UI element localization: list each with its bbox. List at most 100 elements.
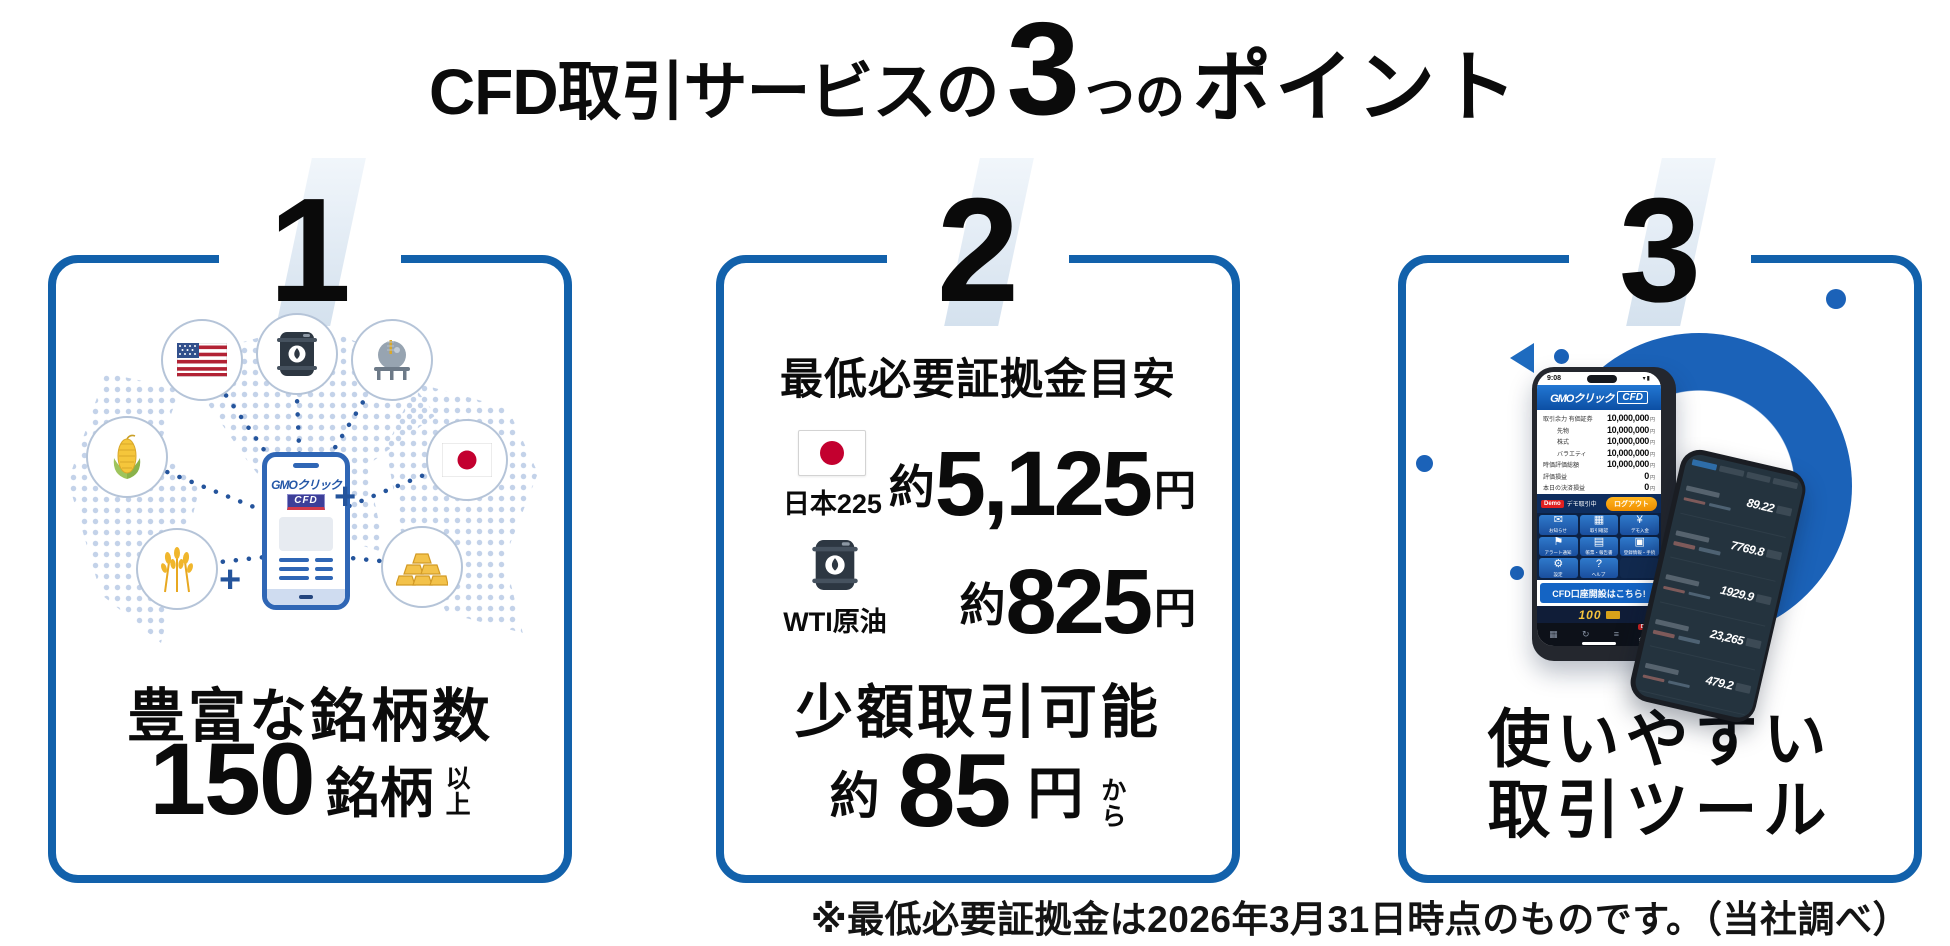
approx-prefix: 約 [959,579,1006,631]
gold-bars-icon [381,526,463,608]
japan-flag-icon [426,419,508,501]
home-icon: ▦ [1549,629,1558,639]
demo-text: デモ取引中 [1566,502,1597,508]
status-icons: ▾▮ [1642,376,1651,382]
app-phone-illustration: GMOクリック CFD [262,452,350,610]
menu-tile: ¥ デモ入金 [1620,515,1659,535]
phone-speaker [293,463,319,468]
dot-decoration [1554,349,1569,364]
point-number-3: 3 [1618,168,1702,333]
balance-row: 取引余力 有価証券 10,000,000 円 [1543,413,1655,423]
menu-tile: ? ヘルプ [1579,557,1619,578]
report-icon: ▤ [1593,535,1605,548]
deposit-icon: ¥ [1636,514,1643,527]
yen-unit: 円 [1027,762,1084,825]
plus-decoration: + [334,476,357,518]
point-card-2: 2 最低必要証拠金目安 日本225 約 5,125 円 [716,158,1240,883]
balance-row: 評価損益 0 円 [1543,470,1655,481]
card1-stat: 150 銘柄 以 上 [56,722,564,836]
title-suffix: ポイント [1192,43,1521,131]
balance-row: 株式 10,000,000 円 [1557,436,1655,446]
oil-barrel-icon [812,540,858,590]
menu-tile-empty [1620,558,1659,578]
yen-unit: 円 [1153,585,1196,632]
logout-button[interactable]: ログアウト [1606,496,1657,511]
footnote: ※最低必要証拠金は2026年3月31日時点のものです。（当社調べ） [810,899,1910,940]
list-icon: ≡ [1613,629,1620,639]
home-indicator [1582,642,1616,645]
instrument-label: 日本225 [782,489,882,519]
margin-amount: 825 [1005,551,1152,654]
menu-tile: ▤ 帳票・報告書 [1579,535,1619,557]
margin-value: 約 825 円 [959,551,1196,654]
card3-headline-line1: 使いやすい [1487,705,1833,775]
card2-from-stat: 約 85 円 か ら [724,732,1232,849]
menu-tile: ✉ お知らせ [1539,515,1578,535]
banner-coin [1605,610,1620,619]
from-suffix: か ら [1101,776,1127,831]
instrument-label: WTI原油 [783,607,887,637]
plus-decoration: + [219,559,242,601]
page-title: CFD取引サービスの 3 つの ポイント [0,0,1950,142]
gmo-click-logo: GMOクリック [271,478,342,492]
triangle-decoration [1510,343,1534,373]
stat-value: 150 [149,722,315,836]
japan-flag-icon [798,430,867,476]
margin-row-wti: WTI原油 約 825 円 [776,535,1196,654]
menu-tile: ▦ 取引確認 [1579,514,1619,535]
notch [1586,374,1617,383]
dot-decoration [1826,289,1846,309]
menu-tile: ▣ 登録情報・手続 [1620,535,1659,557]
approx-prefix: 約 [888,461,935,513]
title-prefix: CFD取引サービスの [429,56,1000,128]
point-number-1: 1 [268,168,352,333]
dot-decoration [1510,566,1524,580]
margin-row-nikkei: 日本225 約 5,125 円 [776,421,1196,536]
wheat-icon [136,528,218,610]
title-big-number: 3 [1006,0,1080,142]
margin-value: 約 5,125 円 [888,433,1196,536]
banner-100: 100 [1578,607,1602,622]
symbols-illustration: GMOクリック CFD + + [56,263,548,663]
margin-amount: 5,125 [934,433,1153,536]
balance-row: 先物 10,000,000 円 [1557,424,1655,435]
menu-tile: ⚑ アラート通知 [1539,535,1578,557]
approx-prefix: 約 [829,768,880,824]
app-menu-grid: ✉ お知らせ ▦ 取引確認 ¥ デモ入金 ⚑ アラート通知 ▤ 帳票・報告書 ▣ 登録情報・… [1537,513,1661,580]
app-header: GMOクリック CFD [1537,385,1661,410]
phone-home-area [267,589,345,605]
screen-placeholder [279,517,333,551]
demo-badge: Demo [1541,499,1564,508]
refresh-icon: ↻ [1581,629,1590,639]
gmo-click-logo: GMOクリック [1550,392,1614,405]
oil-barrel-icon [256,313,338,395]
open-account-button[interactable]: CFD口座開設はこちら! [1540,583,1658,603]
screen-text-lines [279,558,333,580]
help-icon: ? [1595,557,1603,570]
card1-headline: 豊富な銘柄数 [126,684,493,749]
balance-panel: 取引余力 有価証券 10,000,000 円 先物 10,000,000 円 株式 10,… [1537,410,1661,494]
card3-headline-line2: 取引ツール [1487,776,1833,846]
balance-row: 時価評価総額 10,000,000 円 [1543,459,1655,469]
stat-suffix: 以 上 [445,765,471,820]
status-bar: 9:08 ▾▮ [1537,372,1661,385]
title-middle: つの [1084,69,1185,125]
menu-tile: ⚙ 設定 [1539,558,1578,578]
demo-status-bar: Demo デモ取引中 ログアウト [1537,494,1661,513]
corn-icon [86,416,168,498]
point-number-2: 2 [936,168,1020,333]
alert-icon: ⚑ [1553,535,1564,548]
gas-tank-icon [351,319,433,401]
from-amount: 85 [897,732,1012,849]
dot-decoration [1416,455,1433,472]
wti-icon-column: WTI原油 [776,536,894,639]
account-icon: ▣ [1634,535,1645,548]
card2-headline: 少額取引可能 [794,680,1161,745]
yen-unit: 円 [1153,467,1196,514]
status-time: 9:08 [1547,375,1562,382]
calculator-icon: ▦ [1593,514,1605,527]
gear-icon: ⚙ [1553,557,1564,570]
point-card-3: 3 9:08 ▾▮ GMOクリック CFD 取引余力 有価証券 10,000,00… [1398,158,1922,883]
cfd-logo-badge: CFD [287,494,325,510]
